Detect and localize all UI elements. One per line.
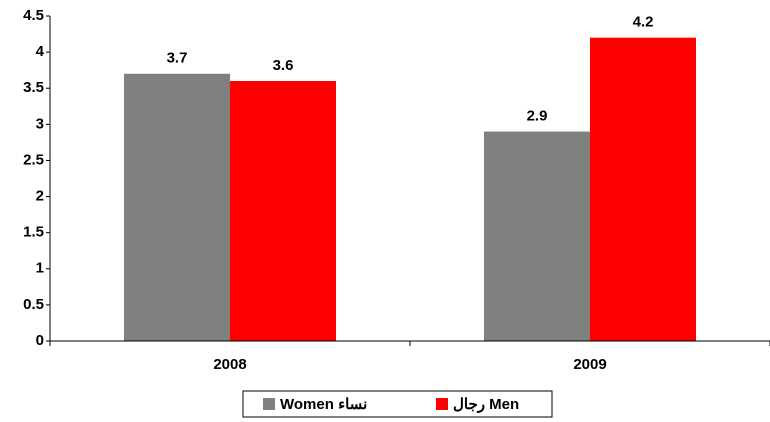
y-tick-label: 3 — [36, 115, 44, 132]
y-tick-label: 0 — [36, 332, 44, 349]
y-tick-label: 4.5 — [23, 7, 44, 24]
legend-label: Women نساء — [280, 396, 367, 413]
bar — [484, 131, 590, 341]
y-tick-label: 4 — [36, 43, 45, 60]
data-label: 4.2 — [633, 14, 654, 31]
y-tick-label: 3.5 — [23, 79, 44, 96]
y-tick-label: 1 — [36, 260, 44, 277]
legend-label: رجال Men — [453, 396, 519, 413]
data-label: 3.7 — [167, 50, 188, 67]
bar — [230, 81, 336, 341]
y-tick-label: 2.5 — [23, 151, 44, 168]
legend-box — [242, 390, 553, 418]
bar — [124, 73, 230, 342]
y-tick-label: 2 — [36, 188, 44, 205]
y-tick-label: 1.5 — [23, 224, 44, 241]
bar — [590, 37, 696, 342]
x-tick-label: 2009 — [573, 356, 606, 373]
y-tick-label: 0.5 — [23, 296, 44, 313]
legend-swatch — [436, 398, 448, 410]
x-tick-label: 2008 — [213, 356, 246, 373]
data-label: 3.6 — [273, 57, 294, 74]
data-label: 2.9 — [527, 108, 548, 125]
legend-swatch — [263, 398, 275, 410]
